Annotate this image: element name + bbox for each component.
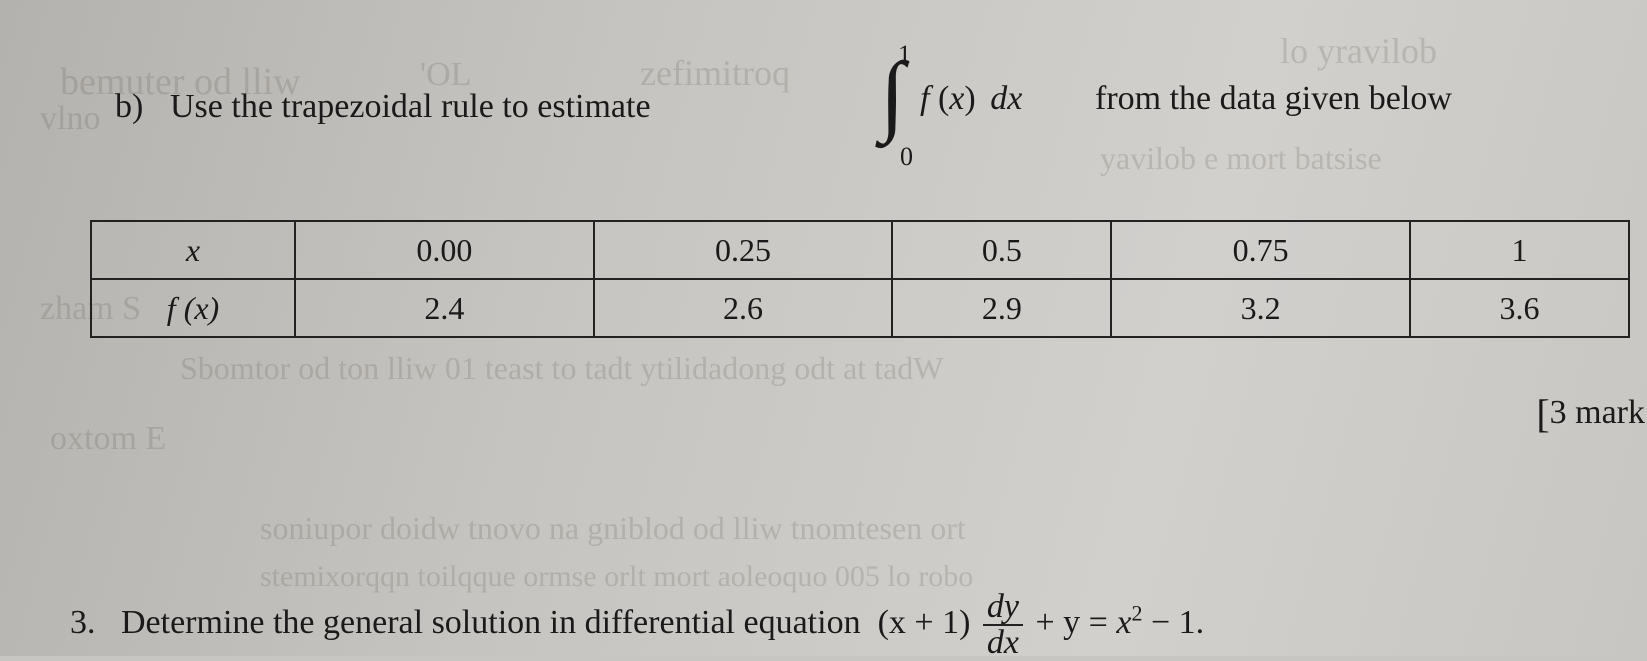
data-table-wrap: x 0.00 0.25 0.5 0.75 1 f (x) 2.4 2.6 2.9… — [90, 220, 1630, 338]
integrand-fn: f — [920, 80, 929, 117]
eq-fraction: dy dx — [983, 590, 1023, 660]
cell-fx-0: 2.4 — [295, 279, 594, 337]
eq-rhs-tail: − 1. — [1151, 604, 1204, 641]
integral-lower-limit: 0 — [900, 142, 913, 172]
cell-x-3: 0.75 — [1111, 221, 1410, 279]
row-header-fx: f (x) — [91, 279, 295, 337]
question-3-text: Determine the general solution in differ… — [121, 604, 861, 641]
integrand: f (x) dx — [920, 80, 1022, 118]
eq-rhs-base: x — [1116, 604, 1131, 641]
eq-mid: + y = — [1036, 604, 1108, 641]
row-header-x: x — [91, 221, 295, 279]
ghost-text: vlno — [40, 100, 100, 138]
data-table: x 0.00 0.25 0.5 0.75 1 f (x) 2.4 2.6 2.9… — [90, 220, 1630, 338]
question-b-label: b) — [115, 88, 143, 126]
cell-x-0: 0.00 — [295, 221, 594, 279]
table-row: x 0.00 0.25 0.5 0.75 1 — [91, 221, 1629, 279]
question-3-equation: (x + 1) dy dx + y = x2 − 1. — [878, 604, 1205, 641]
integrand-diff: dx — [990, 80, 1022, 117]
eq-frac-den: dx — [983, 626, 1023, 660]
question-3-number: 3. — [70, 604, 96, 641]
ghost-text: oxtom E — [50, 420, 166, 458]
ghost-text: stemixorqqn toilqque ormse orlt mort aol… — [260, 560, 973, 594]
ghost-text: soniupor doidw tnovo na gniblod od lliw … — [260, 510, 966, 547]
question-b-text-after: from the data given below — [1095, 80, 1452, 118]
ghost-text: yavilob e mort batsise — [1100, 140, 1382, 177]
integrand-var: x — [949, 80, 964, 117]
eq-rhs-exp: 2 — [1131, 600, 1142, 625]
eq-lhs-factor: (x + 1) — [878, 604, 971, 641]
integral-sign: ∫ — [880, 50, 905, 140]
page-scan: bemuter od lliw'OLzefimitroqlo yravilobv… — [0, 0, 1647, 656]
cell-fx-2: 2.9 — [892, 279, 1111, 337]
cell-x-4: 1 — [1410, 221, 1629, 279]
integral-expression: 1 ∫ 0 f (x) dx — [880, 50, 1000, 170]
table-row: f (x) 2.4 2.6 2.9 3.2 3.6 — [91, 279, 1629, 337]
marks-label: [3 mark — [1536, 390, 1645, 437]
cell-fx-3: 3.2 — [1111, 279, 1410, 337]
ghost-text: Sbomtor od ton lliw 01 teast to tadt yti… — [180, 350, 943, 387]
cell-x-1: 0.25 — [594, 221, 893, 279]
eq-frac-num: dy — [983, 590, 1023, 626]
ghost-text: lo yravilob — [1280, 30, 1437, 72]
cell-fx-1: 2.6 — [594, 279, 893, 337]
cell-fx-4: 3.6 — [1410, 279, 1629, 337]
ghost-text: zefimitroq — [640, 52, 790, 94]
marks-text: 3 mark — [1550, 394, 1645, 431]
question-b-text-before: Use the trapezoidal rule to estimate — [170, 88, 651, 126]
question-3: 3. Determine the general solution in dif… — [70, 590, 1204, 660]
cell-x-2: 0.5 — [892, 221, 1111, 279]
